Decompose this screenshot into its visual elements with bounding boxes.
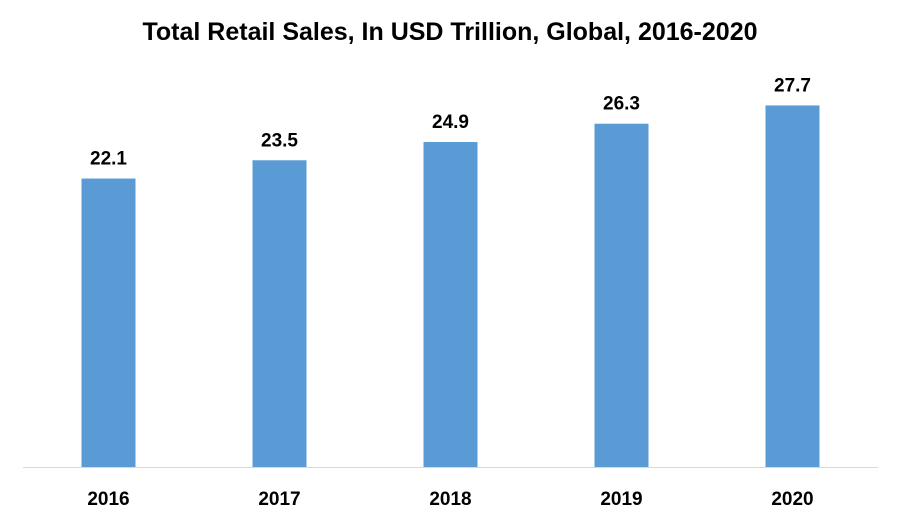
data-labels-group: 22.1 23.5 24.9 26.3 27.7 [90, 75, 811, 169]
x-tick-label-2018: 2018 [429, 489, 471, 510]
data-label-2018: 24.9 [432, 112, 469, 133]
data-label-2017: 23.5 [261, 130, 298, 151]
chart-title: Total Retail Sales, In USD Trillion, Glo… [142, 18, 758, 46]
x-tick-labels-group: 2016 2017 2018 2019 2020 [87, 489, 813, 510]
data-label-2020: 27.7 [774, 75, 811, 96]
bar-2020 [765, 105, 820, 467]
bar-2019 [594, 123, 649, 467]
bar-2016 [81, 178, 136, 467]
x-tick-label-2017: 2017 [258, 489, 300, 510]
x-tick-label-2020: 2020 [771, 489, 813, 510]
bar-2018 [423, 141, 478, 467]
bar-2017 [252, 160, 307, 467]
x-tick-label-2019: 2019 [600, 489, 642, 510]
data-label-2016: 22.1 [90, 149, 127, 170]
bars-group [81, 105, 820, 467]
x-tick-label-2016: 2016 [87, 489, 129, 510]
data-label-2019: 26.3 [603, 94, 640, 115]
